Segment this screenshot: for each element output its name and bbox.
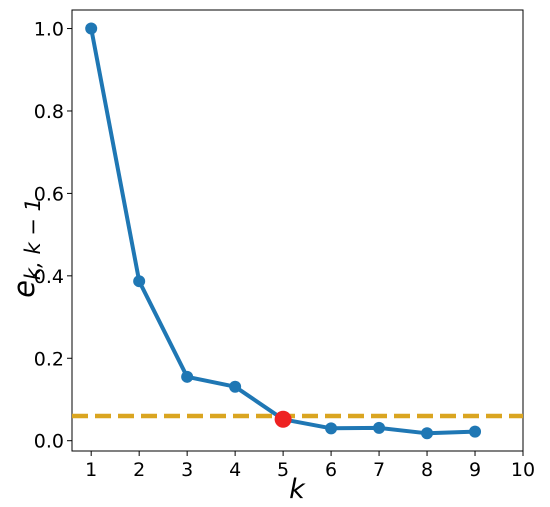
y-axis-label-main: e [7,280,41,298]
x-axis-ticks: 1 2 3 4 5 6 7 8 9 10 [85,451,535,481]
data-point [421,427,434,440]
highlight-point [274,410,292,428]
data-point [181,370,194,383]
y-tick-label: 0.2 [34,348,64,370]
data-point [229,380,242,393]
y-axis-label-subscript: k, k − 1 [21,198,45,280]
y-tick-label: 0.0 [34,431,64,453]
y-tick-label: 0.8 [34,101,64,123]
y-axis-ticks: 0.0 0.2 0.4 0.6 0.8 1.0 [34,19,72,453]
data-point [325,422,338,435]
x-tick-label: 1 [85,459,97,481]
x-tick-label: 3 [181,459,193,481]
x-tick-label: 10 [511,459,535,481]
data-point [469,425,482,438]
highlight-layer [274,410,292,428]
x-tick-label: 6 [325,459,337,481]
x-tick-label: 7 [373,459,385,481]
y-tick-label: 0.6 [34,183,64,205]
svg-text:ek, k − 1: ek, k − 1 [7,198,45,298]
x-tick-label: 8 [421,459,433,481]
data-point [373,421,386,434]
x-tick-label: 9 [469,459,481,481]
data-point [133,275,146,288]
y-axis-label: ek, k − 1 [7,198,45,298]
y-tick-label: 1.0 [34,19,64,41]
x-tick-label: 4 [229,459,241,481]
x-tick-label: 5 [277,459,289,481]
y-tick-label: 0.4 [34,266,64,288]
x-tick-label: 2 [133,459,145,481]
x-axis-label: k [289,474,306,505]
data-point [85,22,98,35]
plot-area [71,9,524,452]
